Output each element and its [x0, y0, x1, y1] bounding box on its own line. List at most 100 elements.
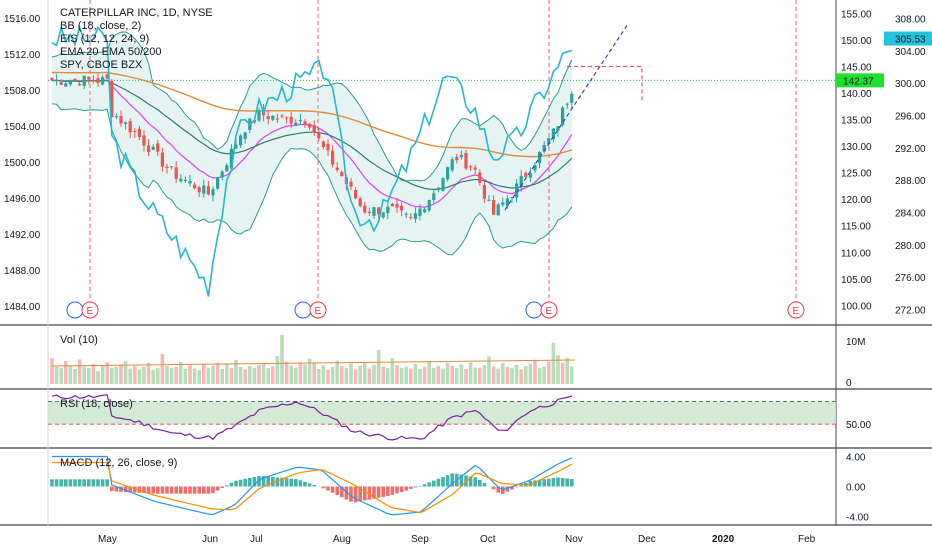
volume-bar — [248, 366, 252, 384]
macd-histogram-bar — [446, 475, 450, 486]
volume-bar — [533, 360, 537, 384]
spy-axis-tick: 280.00 — [895, 241, 926, 252]
candle-body — [211, 189, 214, 195]
volume-bar — [257, 365, 261, 384]
spy-axis-tick: 284.00 — [895, 208, 926, 219]
candle-body — [133, 131, 136, 132]
volume-bar — [317, 369, 321, 384]
volume-bar — [326, 370, 330, 384]
right-axis-tick: 115.00 — [841, 222, 871, 233]
macd-histogram-bar — [220, 487, 224, 488]
volume-bar — [188, 365, 192, 384]
macd-histogram-bar — [552, 478, 556, 486]
macd-title: MACD (12, 26, close, 9) — [60, 457, 177, 469]
volume-bar — [464, 369, 468, 384]
candle-body — [349, 182, 352, 187]
macd-histogram-bar — [110, 487, 114, 492]
candle-body — [446, 167, 449, 179]
volume-bar — [225, 364, 229, 384]
left-axis-tick: 1488.00 — [4, 266, 41, 277]
x-axis-tick: Feb — [798, 534, 816, 545]
volume-bar — [147, 363, 151, 384]
macd-histogram-bar — [570, 479, 574, 487]
macd-histogram-bar — [377, 487, 381, 498]
candle-body — [142, 135, 145, 145]
macd-histogram-bar — [335, 487, 339, 495]
macd-histogram-bar — [437, 479, 441, 487]
candle-body — [83, 76, 86, 86]
volume-bar — [289, 366, 293, 384]
dividend-marker — [526, 302, 542, 318]
candle-body — [184, 180, 187, 181]
left-axis-tick: 1504.00 — [4, 122, 41, 133]
macd-histogram-bar — [303, 482, 307, 487]
volume-bar — [50, 358, 54, 384]
volume-bar — [450, 366, 454, 384]
volume-bar — [483, 365, 487, 384]
candle-body — [570, 94, 573, 103]
legend-bb: BB (18, close, 2) — [60, 20, 141, 32]
volume-bar — [64, 361, 68, 384]
candle-body — [193, 185, 196, 189]
macd-histogram-bar — [418, 486, 422, 487]
candle-body — [276, 119, 279, 120]
macd-histogram-bar — [101, 479, 105, 486]
volume-bar — [542, 367, 546, 385]
volume-bar — [82, 367, 86, 385]
volume-bar — [161, 354, 165, 384]
volume-bar — [220, 369, 224, 384]
candle-body — [432, 193, 435, 200]
candle-body — [395, 204, 398, 208]
candle-body — [441, 178, 444, 191]
candle-body — [497, 204, 500, 215]
macd-histogram-bar — [92, 479, 96, 486]
candle-body — [202, 185, 205, 193]
right-axis-tick: 110.00 — [841, 248, 871, 259]
left-axis-tick: 1492.00 — [4, 230, 41, 241]
candle-body — [152, 147, 155, 150]
volume-bar — [510, 368, 514, 384]
volume-bar — [128, 369, 132, 384]
candle-body — [271, 116, 274, 120]
volume-bar — [349, 364, 353, 384]
volume-bar — [262, 363, 266, 384]
macd-histogram-bar — [69, 479, 73, 486]
earnings-marker-label: E — [87, 306, 94, 317]
volume-bar — [552, 343, 556, 384]
candle-body — [207, 186, 210, 194]
volume-bar — [174, 367, 178, 384]
volume-bar — [547, 362, 551, 384]
right-axis-tick: 130.00 — [841, 142, 872, 153]
candle-body — [423, 209, 426, 212]
candle-body — [391, 204, 394, 207]
volume-bar — [239, 367, 243, 384]
volume-bar — [519, 369, 523, 384]
candle-body — [175, 167, 178, 178]
candle-body — [464, 153, 467, 169]
volume-bar — [285, 362, 289, 385]
candle-body — [179, 179, 182, 182]
volume-bar — [119, 364, 123, 384]
volume-bar — [271, 367, 275, 385]
macd-histogram-bar — [483, 483, 487, 486]
volume-bar — [142, 367, 146, 385]
volume-bar — [377, 350, 381, 384]
volume-bar — [427, 361, 431, 384]
candle-body — [313, 125, 316, 132]
macd-histogram-bar — [285, 478, 289, 486]
macd-histogram-bar — [197, 487, 201, 494]
macd-histogram-bar — [294, 479, 298, 486]
spy-axis-tick: 308.00 — [895, 15, 926, 26]
volume-bar — [478, 368, 482, 384]
macd-histogram-bar — [519, 485, 523, 486]
macd-histogram-bar — [188, 487, 192, 494]
macd-histogram-bar — [299, 480, 303, 486]
candle-body — [239, 135, 242, 145]
candle-body — [124, 122, 127, 124]
volume-bar — [423, 367, 427, 384]
volume-bar — [368, 369, 372, 384]
candle-body — [492, 200, 495, 215]
candle-body — [87, 77, 90, 80]
candle-body — [566, 104, 569, 105]
